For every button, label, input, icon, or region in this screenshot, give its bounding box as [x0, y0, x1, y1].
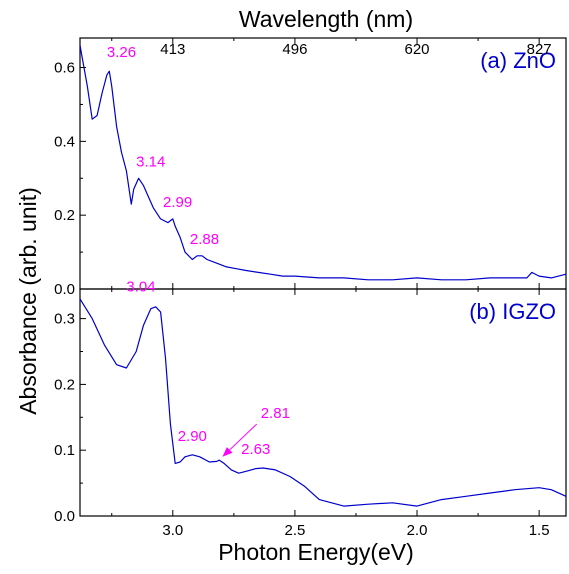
panel-a: 0.0 0.2 0.4 0.6 (a) ZnO 3.26 3.14 2.99 2.88	[54, 37, 567, 298]
peak-label: 2.88	[190, 231, 219, 248]
peak-label: 2.90	[178, 428, 207, 445]
panel-label: (a) ZnO	[480, 48, 556, 73]
peak-label: 3.04	[126, 278, 155, 295]
top-tick-label: 496	[282, 41, 307, 58]
y-tick-label: 0.0	[54, 281, 75, 298]
x-tick-label: 3.0	[162, 522, 183, 539]
absorbance-series-line	[79, 45, 567, 281]
absorbance-series-line	[79, 298, 567, 507]
bottom-axis-title: Photon Energy(eV)	[218, 539, 414, 565]
y-tick-label: 0.1	[54, 442, 75, 459]
top-axis-title: Wavelength (nm)	[239, 6, 413, 32]
y-tick-label: 0.2	[54, 207, 75, 224]
annotation-arrow	[222, 423, 258, 457]
y-tick-label: 0.6	[54, 60, 75, 77]
plot-layer: 0.00.20.40.6 (a) ZnO3.263.142.992.880.00.…	[54, 37, 567, 539]
y-tick-label: 0.2	[54, 376, 75, 393]
panel-frame	[79, 288, 567, 517]
y-axis-title: Absorbance (arb. unit)	[15, 187, 41, 415]
top-tick-label: 413	[160, 41, 185, 58]
peak-label: 2.63	[241, 441, 270, 458]
top-tick-label: 827	[527, 41, 552, 58]
x-tick-label: 1.5	[529, 522, 550, 539]
peak-label: 2.81	[261, 405, 290, 422]
x-tick-label: 2.0	[407, 522, 428, 539]
peak-label: 3.14	[136, 153, 165, 170]
y-tick-label: 0.3	[54, 311, 75, 328]
panel-b: 0.0 0.1 0.2 0.3 (b) IGZO 3.04 2.90 2.81 2.63	[54, 278, 567, 525]
top-tick-label: 620	[405, 41, 430, 58]
peak-label: 2.99	[163, 194, 192, 211]
y-tick-label: 0.4	[54, 133, 75, 150]
peak-label: 3.26	[107, 44, 136, 61]
y-tick-label: 0.0	[54, 508, 75, 525]
x-tick-label: 2.5	[284, 522, 305, 539]
panel-label: (b) IGZO	[469, 299, 556, 324]
